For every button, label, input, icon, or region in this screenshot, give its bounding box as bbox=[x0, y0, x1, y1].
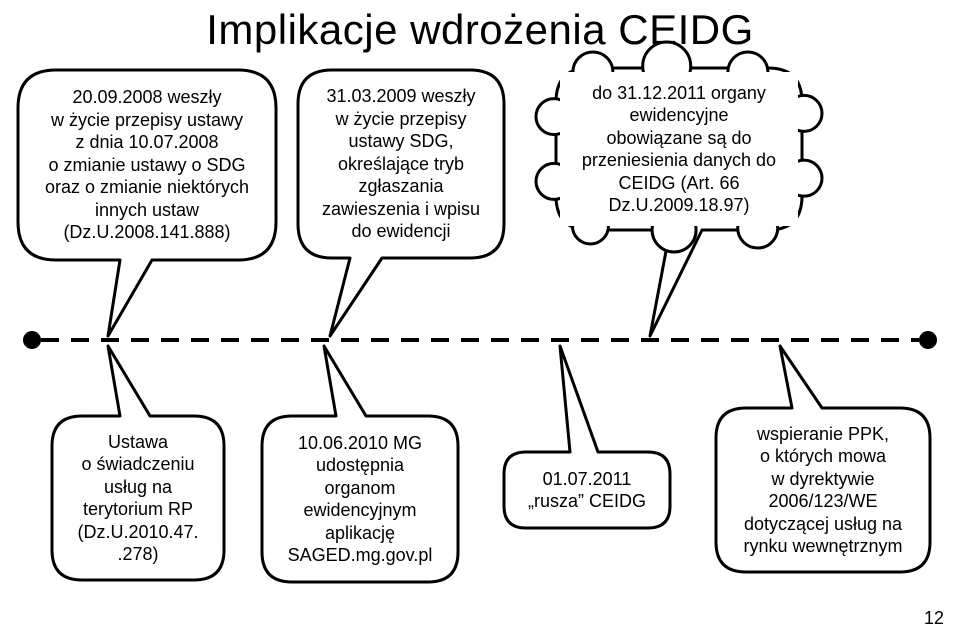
bubble-text: 31.03.2009 weszływ życie przepisyustawy … bbox=[298, 85, 504, 243]
bubble-text: 20.09.2008 weszływ życie przepisy ustawy… bbox=[18, 86, 276, 244]
bubble-text: wspieranie PPK,o których mowaw dyrektywi… bbox=[716, 423, 930, 558]
bubble-text: do 31.12.2011 organyewidencyjneobowiązan… bbox=[556, 82, 802, 217]
page-number: 12 bbox=[924, 608, 944, 629]
slide: Implikacje wdrożenia CEIDG 12 20.09.2008… bbox=[0, 0, 960, 637]
bubble-text: 10.06.2010 MGudostępniaorganomewidencyjn… bbox=[262, 432, 458, 567]
bubble-text: Ustawao świadczeniuusług naterytorium RP… bbox=[52, 431, 224, 566]
bubble-text: 01.07.2011„rusza” CEIDG bbox=[504, 468, 670, 513]
